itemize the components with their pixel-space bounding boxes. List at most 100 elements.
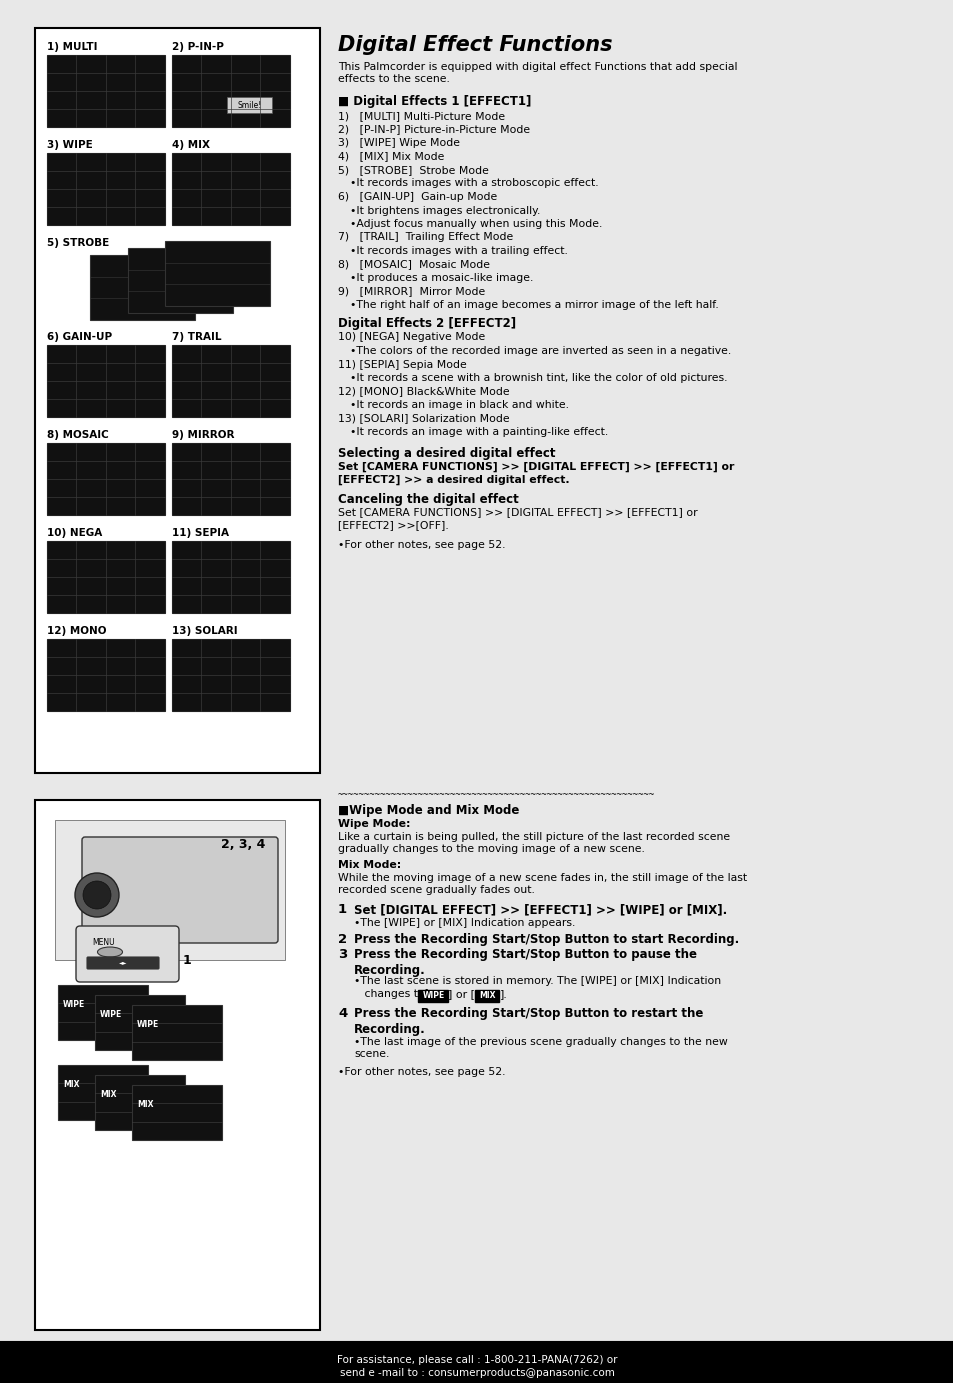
Bar <box>172 443 290 514</box>
Text: ].: ]. <box>498 989 507 999</box>
Text: Canceling the digital effect: Canceling the digital effect <box>337 492 518 506</box>
Bar <box>172 639 290 711</box>
Bar <box>418 990 448 1003</box>
Text: 11) SEPIA: 11) SEPIA <box>172 528 229 538</box>
Bar <box>47 541 165 613</box>
Bar <box>165 241 270 306</box>
Text: •The last scene is stored in memory. The [WIPE] or [MIX] Indication: •The last scene is stored in memory. The… <box>354 976 720 986</box>
Text: 13) SOLARI: 13) SOLARI <box>172 626 237 636</box>
Text: send e -mail to : consumerproducts@panasonic.com: send e -mail to : consumerproducts@panas… <box>339 1368 614 1377</box>
Text: 5) STROBE: 5) STROBE <box>47 238 110 248</box>
Text: Press the Recording Start/Stop Button to start Recording.: Press the Recording Start/Stop Button to… <box>354 934 739 946</box>
Text: 7) TRAIL: 7) TRAIL <box>172 332 221 342</box>
Bar <box>172 55 290 127</box>
Text: Press the Recording Start/Stop Button to pause the
Recording.: Press the Recording Start/Stop Button to… <box>354 947 697 976</box>
Text: Press the Recording Start/Stop Button to restart the
Recording.: Press the Recording Start/Stop Button to… <box>354 1007 702 1036</box>
Text: 9)   [MIRROR]  Mirror Mode: 9) [MIRROR] Mirror Mode <box>337 286 485 296</box>
Text: 2, 3, 4: 2, 3, 4 <box>220 838 265 851</box>
Text: [EFFECT2] >> a desired digital effect.: [EFFECT2] >> a desired digital effect. <box>337 474 569 485</box>
Bar <box>47 154 165 225</box>
Text: 6)   [GAIN-UP]  Gain-up Mode: 6) [GAIN-UP] Gain-up Mode <box>337 192 497 202</box>
Bar <box>35 799 319 1330</box>
Bar <box>47 639 165 711</box>
Text: •Adjust focus manually when using this Mode.: •Adjust focus manually when using this M… <box>350 219 601 230</box>
Text: 5)   [STROBE]  Strobe Mode: 5) [STROBE] Strobe Mode <box>337 165 488 176</box>
Bar <box>128 248 233 313</box>
Text: 10) NEGA: 10) NEGA <box>47 528 102 538</box>
Bar <box>132 1086 222 1140</box>
Text: ■Wipe Mode and Mix Mode: ■Wipe Mode and Mix Mode <box>337 804 518 817</box>
Text: 2)   [P-IN-P] Picture-in-Picture Mode: 2) [P-IN-P] Picture-in-Picture Mode <box>337 124 530 134</box>
Text: 2) P-IN-P: 2) P-IN-P <box>172 41 224 53</box>
Text: •For other notes, see page 52.: •For other notes, see page 52. <box>337 1068 505 1077</box>
Text: 6) GAIN-UP: 6) GAIN-UP <box>47 332 112 342</box>
Text: MENU: MENU <box>91 938 114 947</box>
Text: 8)   [MOSAIC]  Mosaic Mode: 8) [MOSAIC] Mosaic Mode <box>337 260 490 270</box>
Text: 1)   [MULTI] Multi-Picture Mode: 1) [MULTI] Multi-Picture Mode <box>337 111 504 120</box>
Text: WIPE: WIPE <box>137 1021 159 1029</box>
Bar <box>90 254 194 319</box>
Text: Smile!: Smile! <box>237 101 261 109</box>
Bar <box>475 990 498 1003</box>
Bar <box>0 1342 953 1383</box>
Text: Digital Effects 2 [EFFECT2]: Digital Effects 2 [EFFECT2] <box>337 318 516 331</box>
Text: 2: 2 <box>337 934 347 946</box>
Text: MIX: MIX <box>137 1099 153 1109</box>
Bar <box>55 820 285 960</box>
Bar <box>172 154 290 225</box>
Text: 1: 1 <box>183 953 192 967</box>
Text: 10) [NEGA] Negative Mode: 10) [NEGA] Negative Mode <box>337 332 485 343</box>
Text: changes to[: changes to[ <box>354 989 429 999</box>
Text: This Palmcorder is equipped with digital effect Functions that add special
effec: This Palmcorder is equipped with digital… <box>337 62 737 84</box>
Text: 26: 26 <box>28 1355 46 1369</box>
Text: •The last image of the previous scene gradually changes to the new
scene.: •The last image of the previous scene gr… <box>354 1037 727 1059</box>
Text: Set [CAMERA FUNCTIONS] >> [DIGITAL EFFECT] >> [EFFECT1] or: Set [CAMERA FUNCTIONS] >> [DIGITAL EFFEC… <box>337 508 697 517</box>
Text: Digital Effect Functions: Digital Effect Functions <box>337 35 612 55</box>
Text: Selecting a desired digital effect: Selecting a desired digital effect <box>337 447 555 459</box>
Text: Mix Mode:: Mix Mode: <box>337 860 401 870</box>
Bar <box>47 443 165 514</box>
Text: •It records images with a stroboscopic effect.: •It records images with a stroboscopic e… <box>350 178 598 188</box>
Bar <box>47 344 165 418</box>
Text: •It produces a mosaic-like image.: •It produces a mosaic-like image. <box>350 272 533 284</box>
Text: 3: 3 <box>337 947 347 961</box>
Bar <box>172 344 290 418</box>
Text: 4) MIX: 4) MIX <box>172 140 210 149</box>
Ellipse shape <box>97 947 122 957</box>
Text: WIPE: WIPE <box>422 992 444 1000</box>
Text: 12) MONO: 12) MONO <box>47 626 107 636</box>
Text: 11) [SEPIA] Sepia Mode: 11) [SEPIA] Sepia Mode <box>337 360 466 369</box>
Text: •It records images with a trailing effect.: •It records images with a trailing effec… <box>350 246 567 256</box>
Text: Set [CAMERA FUNCTIONS] >> [DIGITAL EFFECT] >> [EFFECT1] or: Set [CAMERA FUNCTIONS] >> [DIGITAL EFFEC… <box>337 462 734 472</box>
Text: •It records an image in black and white.: •It records an image in black and white. <box>350 400 568 409</box>
Text: MIX: MIX <box>100 1090 116 1099</box>
Text: 13) [SOLARI] Solarization Mode: 13) [SOLARI] Solarization Mode <box>337 414 509 423</box>
Text: •For other notes, see page 52.: •For other notes, see page 52. <box>337 541 505 550</box>
Text: For assistance, please call : 1-800-211-PANA(7262) or: For assistance, please call : 1-800-211-… <box>336 1355 617 1365</box>
FancyBboxPatch shape <box>76 927 179 982</box>
Text: 7)   [TRAIL]  Trailing Effect Mode: 7) [TRAIL] Trailing Effect Mode <box>337 232 513 242</box>
Bar <box>95 1075 185 1130</box>
Text: Set [DIGITAL EFFECT] >> [EFFECT1] >> [WIPE] or [MIX].: Set [DIGITAL EFFECT] >> [EFFECT1] >> [WI… <box>354 903 726 916</box>
Text: 3)   [WIPE] Wipe Mode: 3) [WIPE] Wipe Mode <box>337 138 459 148</box>
Bar <box>132 1005 222 1059</box>
Circle shape <box>75 873 119 917</box>
Text: Like a curtain is being pulled, the still picture of the last recorded scene
gra: Like a curtain is being pulled, the stil… <box>337 833 729 855</box>
Text: •It records a scene with a brownish tint, like the color of old pictures.: •It records a scene with a brownish tint… <box>350 373 727 383</box>
Bar <box>227 97 272 113</box>
Text: ■ Digital Effects 1 [EFFECT1]: ■ Digital Effects 1 [EFFECT1] <box>337 95 531 108</box>
Text: •The [WIPE] or [MIX] Indication appears.: •The [WIPE] or [MIX] Indication appears. <box>354 918 575 928</box>
Text: [EFFECT2] >>[OFF].: [EFFECT2] >>[OFF]. <box>337 520 448 531</box>
Text: 8) MOSAIC: 8) MOSAIC <box>47 430 109 440</box>
Text: 12) [MONO] Black&White Mode: 12) [MONO] Black&White Mode <box>337 386 509 397</box>
Text: 1: 1 <box>337 903 347 916</box>
Bar <box>172 541 290 613</box>
Text: MIX: MIX <box>478 992 496 1000</box>
Circle shape <box>83 881 111 909</box>
Text: •The colors of the recorded image are inverted as seen in a negative.: •The colors of the recorded image are in… <box>350 346 731 355</box>
Bar <box>47 55 165 127</box>
Text: ] or [: ] or [ <box>448 989 475 999</box>
Text: •It records an image with a painting-like effect.: •It records an image with a painting-lik… <box>350 427 608 437</box>
Text: Wipe Mode:: Wipe Mode: <box>337 819 410 828</box>
Text: 9) MIRROR: 9) MIRROR <box>172 430 234 440</box>
